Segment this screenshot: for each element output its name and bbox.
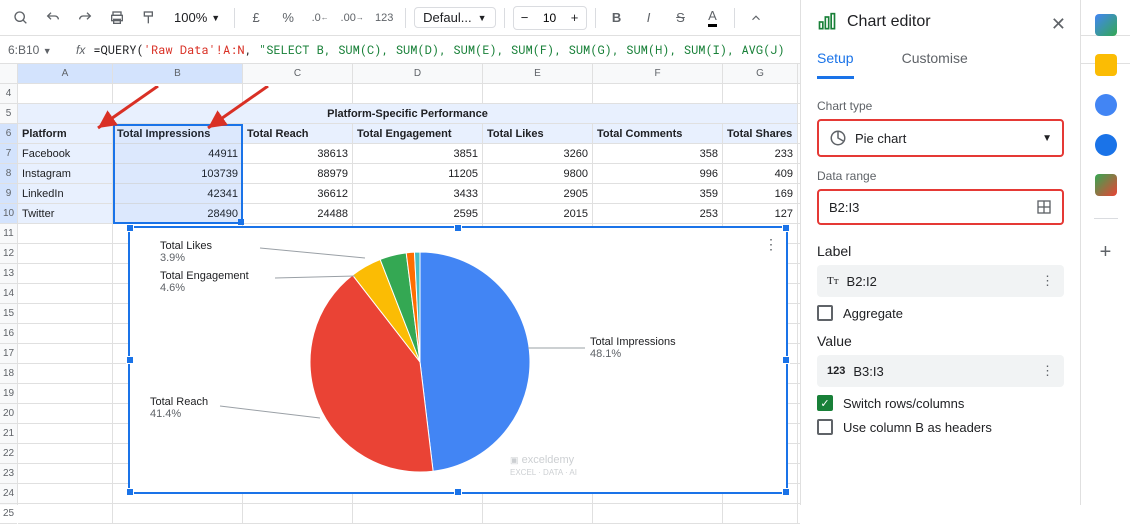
column-headers: ABCDEFG [18,64,800,84]
tab-setup[interactable]: Setup [817,50,854,79]
chart-menu-icon[interactable]: ⋮ [764,236,778,253]
data-range-input[interactable]: B2:I3 [817,189,1064,225]
undo-icon[interactable] [40,5,66,31]
currency-button[interactable]: £ [243,5,269,31]
increase-size-button[interactable]: + [564,7,586,29]
pie-icon [829,129,847,147]
italic-button[interactable]: I [636,5,662,31]
redo-icon[interactable] [72,5,98,31]
chart-type-label: Chart type [817,99,1064,113]
tab-customise[interactable]: Customise [902,50,968,79]
editor-tabs: Setup Customise [817,50,1064,79]
decrease-decimal-icon[interactable]: .0← [307,5,333,31]
text-icon: Tᴛ [827,275,839,287]
close-icon[interactable]: ✕ [1051,14,1066,35]
maps-icon[interactable] [1095,174,1117,196]
value-section: Value [817,333,1064,349]
print-icon[interactable] [104,5,130,31]
decrease-size-button[interactable]: − [514,7,536,29]
font-select[interactable]: Defaul...▼ [414,7,495,28]
bold-button[interactable]: B [604,5,630,31]
value-range[interactable]: 123 B3:I3 ⋮ [817,355,1064,387]
panel-title: Chart editor [817,12,1064,32]
label-section: Label [817,243,1064,259]
row-headers: 45678910111213141516171819202122232425 [0,64,18,505]
search-icon[interactable] [8,5,34,31]
increase-decimal-icon[interactable]: .00→ [339,5,365,31]
strike-button[interactable]: S [668,5,694,31]
chart-container[interactable]: ⋮ Total Likes3.9% Total Engagement4.6% T… [128,226,788,494]
contacts-icon[interactable] [1095,134,1117,156]
more-formats-button[interactable]: 123 [371,5,397,31]
paint-format-icon[interactable] [136,5,162,31]
calendar-icon[interactable] [1095,14,1117,36]
spreadsheet: 45678910111213141516171819202122232425 A… [0,64,800,505]
more-icon[interactable]: ⋮ [1041,363,1054,379]
number-icon: 123 [827,365,845,377]
formula-input[interactable]: =QUERY('Raw Data'!A:N, "SELECT B, SUM(C)… [93,42,784,58]
text-color-button[interactable]: A [700,5,726,31]
chart-editor-panel: Chart editor ✕ Setup Customise Chart typ… [800,0,1080,505]
more-icon[interactable]: ⋮ [1041,273,1054,289]
pie-chart [130,228,790,496]
fx-icon: fx [76,43,85,57]
tasks-icon[interactable] [1095,94,1117,116]
aggregate-checkbox[interactable]: Aggregate [817,305,1064,321]
grid-icon [1036,199,1052,215]
data-range-label: Data range [817,169,1064,183]
switch-checkbox[interactable]: ✓Switch rows/columns [817,395,1064,411]
label-range[interactable]: Tᴛ B2:I2 ⋮ [817,265,1064,297]
add-icon[interactable]: + [1095,241,1117,263]
percent-button[interactable]: % [275,5,301,31]
headers-checkbox[interactable]: Use column B as headers [817,419,1064,435]
chart-type-select[interactable]: Pie chart ▼ [817,119,1064,157]
more-toolbar-icon[interactable] [743,5,769,31]
side-rail: + [1080,0,1130,505]
chart-icon [817,12,837,32]
font-size[interactable]: − + [513,6,587,30]
cell-reference[interactable]: 6:B10 ▼ [8,43,68,57]
zoom-select[interactable]: 100% ▼ [168,10,226,25]
keep-icon[interactable] [1095,54,1117,76]
font-size-input[interactable] [536,11,564,25]
grid[interactable]: ABCDEFG Platform-Specific PerformancePla… [18,64,800,505]
